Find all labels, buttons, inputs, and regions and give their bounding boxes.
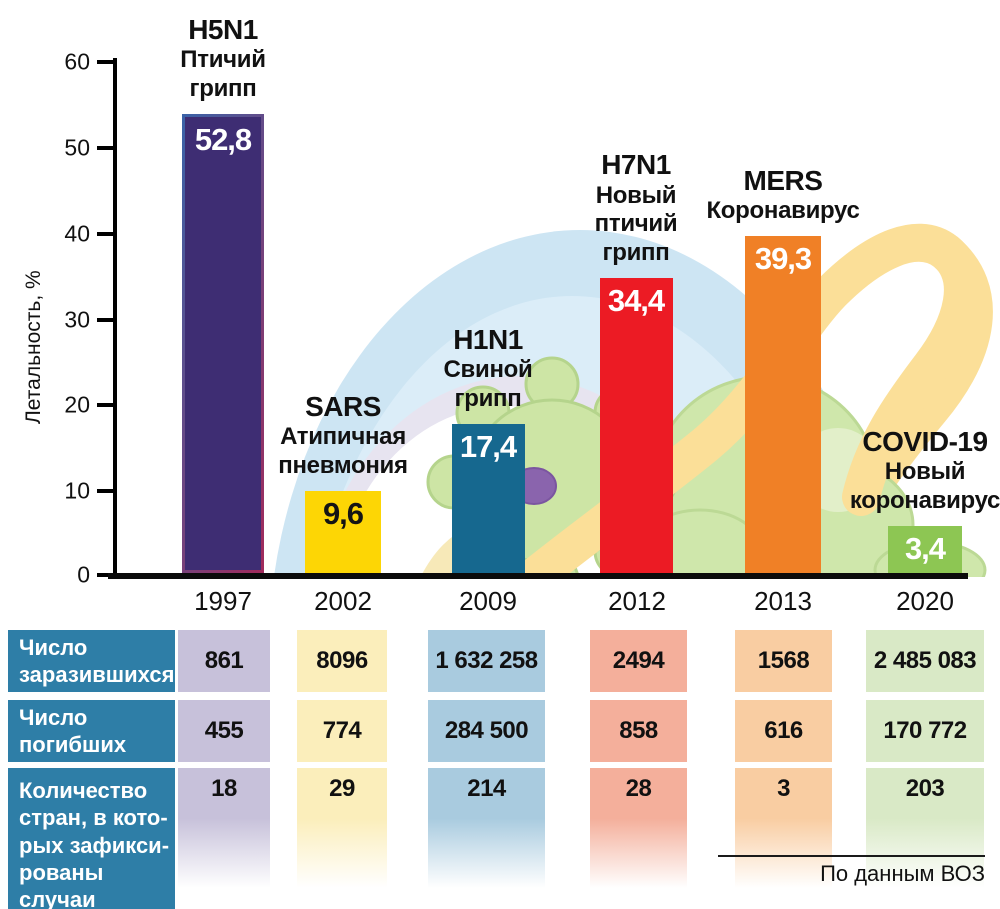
cell-infected-2013: 1568 (735, 630, 832, 692)
bar-sars: SARS Атипичная пневмония 9,6 (258, 392, 428, 573)
y-tick-mark-0 (97, 573, 114, 577)
cell-countries-1997: 18 (178, 768, 270, 888)
bar-value: 39,3 (754, 241, 812, 276)
bar-subtitle: Коронавирус (706, 197, 860, 225)
year-label-2020: 2020 (896, 586, 954, 616)
year-label-2013: 2013 (754, 586, 812, 616)
bar-value: 17,4 (459, 429, 517, 464)
bar-rect: 34,4 (599, 278, 673, 573)
y-tick-label-30: 30 (64, 306, 90, 333)
cell-deaths-1997: 455 (178, 700, 270, 762)
cell-deaths-2012: 858 (590, 700, 687, 762)
cell-countries-2020: 203 (866, 768, 984, 888)
cell-countries-2009: 214 (428, 768, 545, 888)
bar-rect: 39,3 (745, 236, 821, 573)
bar-rect: 52,8 (182, 114, 264, 573)
bar-title: MERS (743, 164, 823, 196)
cell-infected-2002: 8096 (297, 630, 387, 692)
bar-mers: MERS Коронавирус 39,3 (698, 164, 868, 573)
bar-covid19: COVID-19 Новый коронавирус 3,4 (840, 427, 1000, 573)
y-tick-mark-50 (97, 146, 114, 150)
cell-deaths-2009: 284 500 (428, 700, 545, 762)
bar-title: H7N1 (601, 149, 671, 181)
cell-infected-2009: 1 632 258 (428, 630, 545, 692)
y-tick-mark-20 (97, 403, 114, 407)
bar-rect: 9,6 (305, 491, 381, 573)
bar-value: 3,4 (904, 531, 946, 566)
cell-countries-2002: 29 (297, 768, 387, 888)
year-label-2002: 2002 (314, 586, 372, 616)
y-tick-mark-10 (97, 489, 114, 493)
y-tick-label-40: 40 (64, 220, 90, 247)
bar-value: 9,6 (322, 496, 364, 531)
bar-rect: 17,4 (451, 424, 525, 573)
source-note: По данным ВОЗ (820, 861, 985, 886)
bar-subtitle: Новый коронавирус (849, 458, 1000, 515)
year-label-2012: 2012 (608, 586, 666, 616)
cell-deaths-2020: 170 772 (866, 700, 984, 762)
cell-countries-2012: 28 (590, 768, 687, 888)
bar-rect: 3,4 (888, 526, 962, 573)
y-tick-label-0: 0 (77, 561, 90, 588)
cell-countries-2013: 3 (735, 768, 832, 888)
bar-title: H1N1 (453, 324, 523, 356)
bar-value: 34,4 (607, 283, 665, 318)
y-tick-label-50: 50 (64, 134, 90, 161)
x-axis-line (108, 573, 968, 579)
y-tick-label-10: 10 (64, 477, 90, 504)
year-label-1997: 1997 (194, 586, 252, 616)
bar-title: COVID-19 (862, 426, 988, 458)
cell-infected-2012: 2494 (590, 630, 687, 692)
y-tick-mark-30 (97, 318, 114, 322)
bar-h1n1: H1N1 Свиной грипп 17,4 (403, 325, 573, 573)
y-tick-mark-40 (97, 232, 114, 236)
bar-h7n1: H7N1 Новый птичий грипп 34,4 (551, 150, 721, 573)
year-label-2009: 2009 (459, 586, 517, 616)
bar-value: 52,8 (194, 122, 252, 157)
bar-h5n1: H5N1 Птичий грипп 52,8 (138, 15, 308, 573)
y-tick-mark-60 (97, 60, 114, 64)
row-header-infected: Число заразившихся (8, 630, 175, 692)
cell-deaths-2013: 616 (735, 700, 832, 762)
bar-subtitle: Птичий грипп (180, 46, 266, 103)
cell-deaths-2002: 774 (297, 700, 387, 762)
cell-infected-1997: 861 (178, 630, 270, 692)
row-header-countries: Количество стран, в кото- рых зафикси- р… (8, 768, 175, 909)
bar-subtitle: Атипичная пневмония (278, 423, 408, 480)
bar-title: H5N1 (188, 14, 258, 46)
bar-subtitle: Свиной грипп (443, 356, 533, 413)
y-tick-label-20: 20 (64, 391, 90, 418)
bar-title: SARS (305, 391, 381, 423)
y-tick-label-60: 60 (64, 48, 90, 75)
row-header-deaths: Число погибших (8, 700, 175, 762)
source-divider (718, 855, 985, 857)
bar-subtitle: Новый птичий грипп (594, 181, 678, 267)
cell-infected-2020: 2 485 083 (866, 630, 984, 692)
y-axis-line (113, 58, 117, 579)
